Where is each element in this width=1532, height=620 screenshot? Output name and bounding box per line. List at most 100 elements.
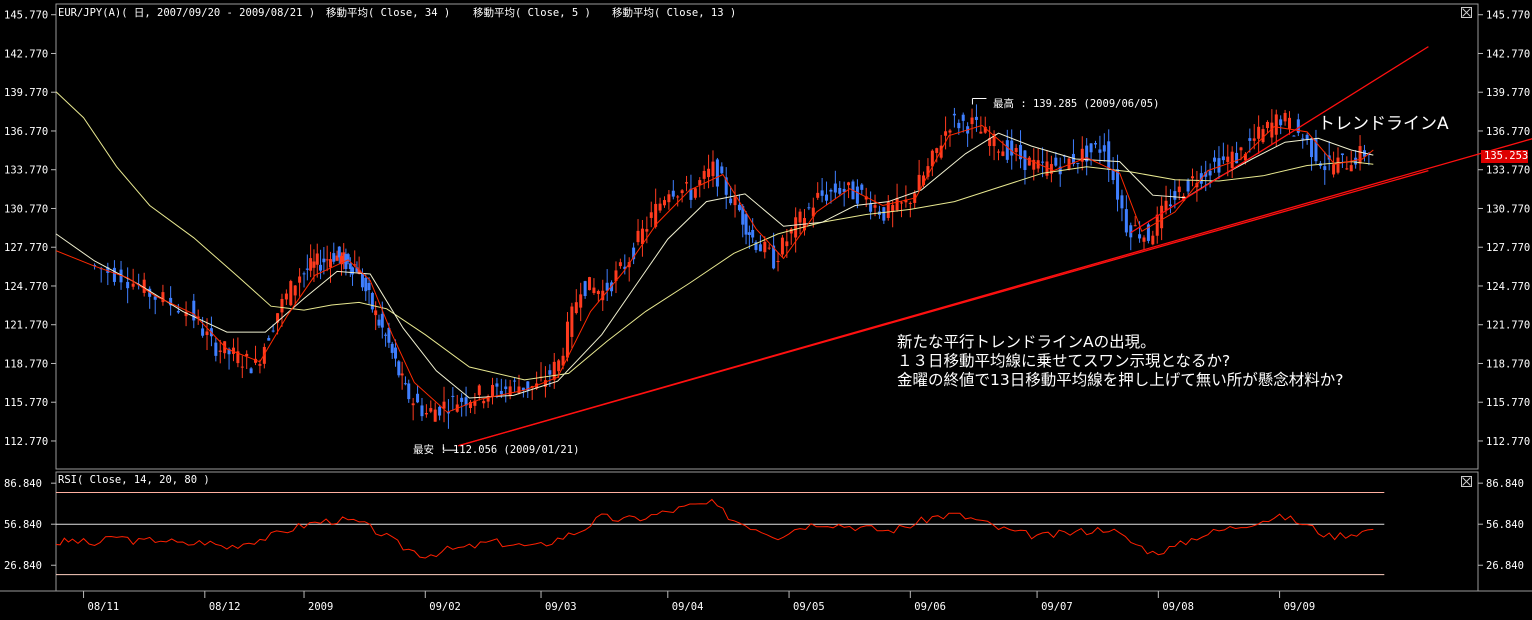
close-price-panel-icon[interactable] <box>1461 7 1472 18</box>
candle-body <box>169 297 173 306</box>
price-tick-label-left: 121.770 <box>4 320 48 332</box>
rsi-tick-label-left: 26.840 <box>4 560 42 572</box>
candle-body <box>807 207 811 209</box>
candle-body <box>397 361 401 376</box>
candle-body <box>680 190 684 194</box>
candle-body <box>1345 168 1349 170</box>
candle-body <box>344 253 348 269</box>
candle-body <box>400 373 404 376</box>
candle-body <box>1239 147 1243 151</box>
candle-body <box>1049 164 1053 174</box>
candle-body <box>983 126 987 133</box>
candle-body <box>899 202 903 204</box>
candle-body <box>860 184 864 190</box>
candle-body <box>1120 195 1124 209</box>
candle-body <box>1213 157 1217 162</box>
candle-body <box>707 168 711 178</box>
candle-body <box>820 190 824 196</box>
candle-body <box>895 197 899 211</box>
candle-body <box>1208 170 1212 176</box>
candle-body <box>939 145 943 158</box>
candle-body <box>583 281 587 297</box>
candle-body <box>1221 156 1225 161</box>
candle-body <box>1252 138 1256 141</box>
candle-body <box>486 396 490 402</box>
rsi-tick-label-left: 56.840 <box>4 519 42 531</box>
candle-body <box>833 183 837 193</box>
time-tick-label: 09/02 <box>429 601 461 613</box>
candle-body <box>588 277 592 291</box>
candle-body <box>715 159 719 187</box>
candle-body <box>737 204 741 211</box>
candle-body <box>309 258 313 271</box>
candle-body <box>112 267 116 282</box>
candle-body <box>353 264 357 266</box>
candle-body <box>543 380 547 387</box>
candle-body <box>640 228 644 245</box>
candle-body <box>693 188 697 198</box>
rsi-panel-frame <box>55 471 1479 592</box>
time-tick-label: 2009 <box>308 601 333 613</box>
candle-body <box>1014 148 1018 153</box>
candle-body <box>1186 180 1190 192</box>
candle-body <box>1204 171 1208 177</box>
price-tick-label-left: 127.770 <box>4 242 48 254</box>
candle-body <box>1217 158 1221 173</box>
candle-body <box>535 383 539 389</box>
candle-body <box>1292 135 1296 137</box>
candle-body <box>1265 121 1269 129</box>
time-tick-label: 09/07 <box>1041 601 1073 613</box>
close-rsi-panel-icon[interactable] <box>1461 476 1472 487</box>
candle-body <box>1336 157 1340 173</box>
candle-body <box>729 198 733 204</box>
candle-body <box>271 330 275 332</box>
trendline-middle <box>458 138 1532 447</box>
candle-body <box>996 151 1000 153</box>
candle-body <box>342 252 346 264</box>
candle-body <box>1283 112 1287 122</box>
candle-body <box>403 383 407 385</box>
current-price-tag: 135.253 <box>1481 150 1528 163</box>
candle-body <box>1045 161 1049 176</box>
price-tick-label-left: 112.770 <box>4 436 48 448</box>
candle-body <box>767 247 771 249</box>
candle-body <box>218 350 222 352</box>
time-tick-label: 09/05 <box>793 601 825 613</box>
price-tick-label-right: 130.770 <box>1486 203 1530 215</box>
price-tick-label-right: 136.770 <box>1486 126 1530 138</box>
candle-body <box>798 211 802 223</box>
candle-body <box>838 187 842 194</box>
candle-body <box>930 150 934 167</box>
candle-body <box>1177 186 1181 193</box>
candle-body <box>360 273 364 288</box>
candle-body <box>592 287 596 294</box>
candle-body <box>280 298 284 313</box>
candle-body <box>944 131 948 136</box>
candle-body <box>1027 157 1031 166</box>
candle-body <box>1142 237 1146 242</box>
candle-body <box>214 342 218 356</box>
candle-body <box>254 358 258 363</box>
candle-body <box>1195 183 1199 188</box>
candle-body <box>825 194 829 201</box>
candle-body <box>504 386 508 390</box>
price-tick-label-right: 124.770 <box>1486 281 1530 293</box>
candle-body <box>348 263 352 270</box>
candle-body <box>747 232 751 235</box>
candle-body <box>1138 234 1142 239</box>
candle-body <box>289 281 293 306</box>
price-tick-label-left: 115.770 <box>4 397 48 409</box>
candle-body <box>649 212 653 218</box>
comment-line-1: 新たな平行トレンドラインAの出現。 <box>897 333 1156 351</box>
candle-body <box>325 259 329 261</box>
candle-body <box>1323 166 1327 171</box>
candle-body <box>491 384 495 397</box>
price-tick-label-right: 118.770 <box>1486 358 1530 370</box>
candle-body <box>1340 153 1344 156</box>
candle-body <box>1310 138 1314 158</box>
candle-body <box>1111 169 1115 181</box>
candle-body <box>1085 145 1089 162</box>
candle-body <box>1089 143 1093 153</box>
candle-body <box>720 166 724 174</box>
